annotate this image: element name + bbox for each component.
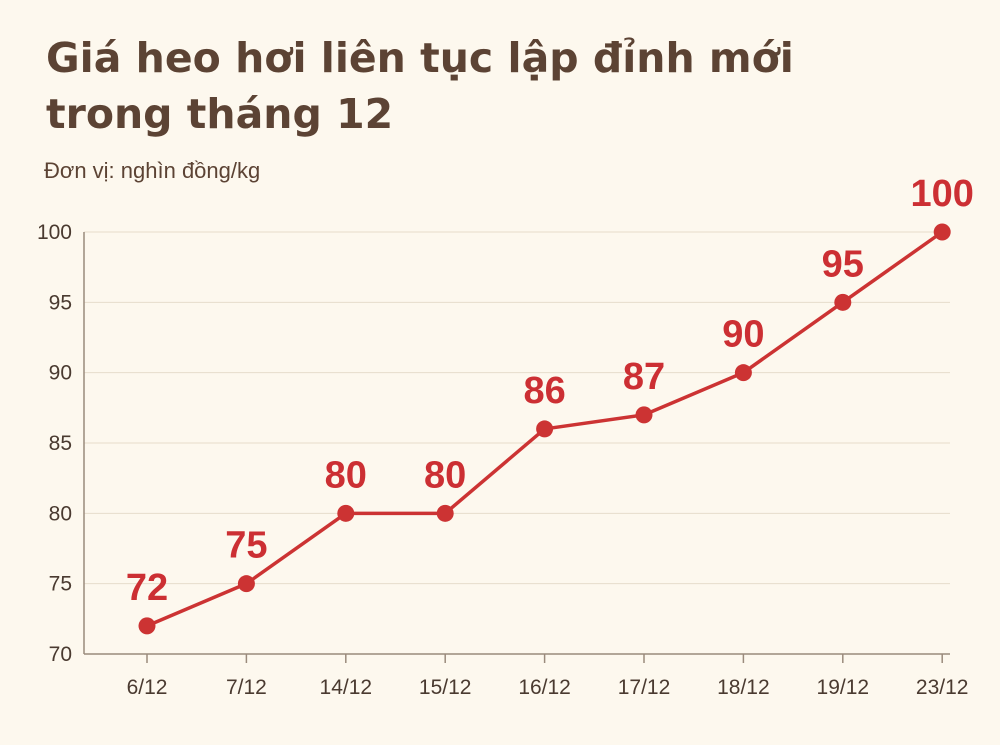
y-tick-label: 90 xyxy=(49,362,72,385)
label-layer: 72 75 80 80 86 87 90 95 100 xyxy=(126,173,974,609)
x-tick-label: 18/12 xyxy=(717,676,770,699)
axis-layer: 70 75 80 85 90 95 100 6/12 7/12 14/12 15/12 16/12 17… xyxy=(37,221,969,699)
grid-layer xyxy=(84,231,950,585)
data-point xyxy=(635,406,653,424)
x-tick-label: 23/12 xyxy=(916,676,969,699)
data-point xyxy=(933,223,951,241)
data-label: 80 xyxy=(424,454,466,496)
data-label: 75 xyxy=(225,525,267,567)
chart-title-line-1: Giá heo hơi liên tục lập đỉnh mới xyxy=(46,34,794,82)
point-layer xyxy=(138,223,951,635)
y-tick-label: 85 xyxy=(49,432,72,455)
data-label: 90 xyxy=(722,314,764,356)
data-point xyxy=(138,617,156,635)
y-tick-label: 75 xyxy=(49,573,72,596)
chart-title: Giá heo hơi liên tục lập đỉnh mới trong … xyxy=(46,30,946,142)
x-tick-label: 19/12 xyxy=(817,676,870,699)
data-label: 100 xyxy=(910,173,973,215)
y-tick-label: 70 xyxy=(49,643,72,666)
data-label: 87 xyxy=(623,356,665,398)
x-tick-label: 6/12 xyxy=(127,676,168,699)
y-tick-label: 100 xyxy=(37,221,72,244)
data-label: 86 xyxy=(523,370,565,412)
data-point xyxy=(436,504,454,522)
x-tick-label: 17/12 xyxy=(618,676,671,699)
data-label: 95 xyxy=(822,243,864,285)
y-tick-label: 95 xyxy=(49,291,72,314)
y-tick-label: 80 xyxy=(49,502,72,525)
chart-title-line-2: trong tháng 12 xyxy=(46,90,394,138)
x-tick-label: 7/12 xyxy=(226,676,267,699)
data-point xyxy=(536,420,554,438)
data-label: 80 xyxy=(325,454,367,496)
data-point xyxy=(337,504,355,522)
data-point xyxy=(734,364,752,382)
x-tick-label: 16/12 xyxy=(518,676,571,699)
data-point xyxy=(237,575,255,593)
x-tick-label: 14/12 xyxy=(320,676,373,699)
data-label: 72 xyxy=(126,567,168,609)
x-tick-label: 15/12 xyxy=(419,676,472,699)
data-point xyxy=(834,293,852,311)
unit-label: Đơn vị: nghìn đồng/kg xyxy=(44,158,261,183)
